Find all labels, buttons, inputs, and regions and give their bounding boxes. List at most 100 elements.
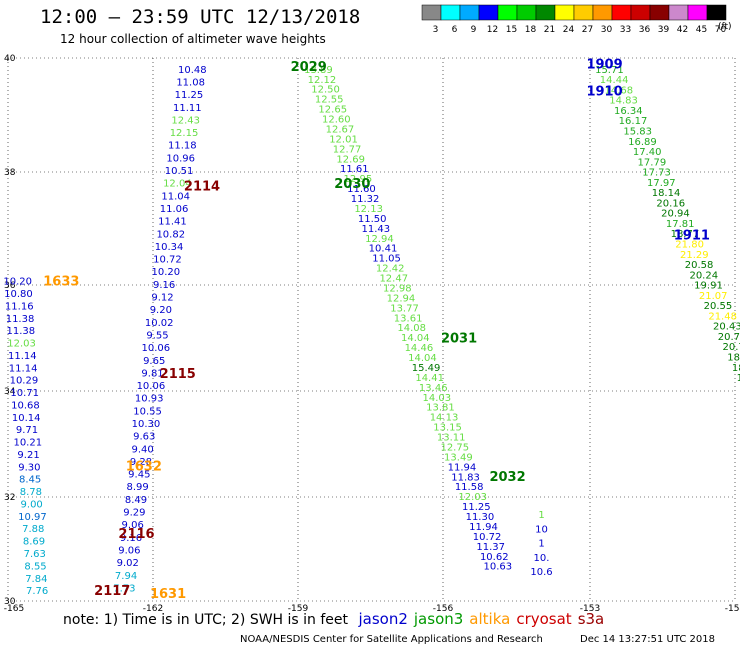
y-tick-label: 36 xyxy=(4,281,16,291)
x-tick-label: -153 xyxy=(580,604,600,614)
pass-time-label: 1911 xyxy=(674,228,710,243)
swh-value-label: 14.13 xyxy=(430,413,459,424)
swh-value-label: 11.18 xyxy=(168,141,197,152)
color-scale-swatch xyxy=(459,4,480,21)
color-scale-label: 15 xyxy=(506,25,517,35)
swh-value-label: 13.11 xyxy=(437,433,466,444)
swh-value-label: 7.76 xyxy=(26,586,48,597)
swh-value-label: 9.65 xyxy=(143,356,165,367)
pass-time-label: 1909 xyxy=(586,57,622,72)
swh-value-label: 9.12 xyxy=(151,293,173,304)
color-scale-label: 24 xyxy=(563,25,575,35)
x-tick-label: -156 xyxy=(433,604,454,614)
color-scale-swatch xyxy=(573,4,594,21)
swh-value-label: 9.16 xyxy=(120,533,142,544)
swh-value-label: 14.04 xyxy=(401,333,430,344)
swh-value-label: 9.81 xyxy=(141,368,163,379)
swh-value-label: 13.61 xyxy=(394,313,423,324)
color-scale-swatch xyxy=(687,4,708,21)
swh-value-label: 8.99 xyxy=(127,482,149,493)
chart-subtitle: 12 hour collection of altimeter wave hei… xyxy=(60,32,326,46)
satellite-legend-cryosat: cryosat xyxy=(516,610,572,628)
swh-value-label: 9.06 xyxy=(118,545,140,556)
swh-value-label: 10.62 xyxy=(480,552,509,563)
swh-value-label: 11.25 xyxy=(462,502,491,513)
y-tick-label: 38 xyxy=(4,168,16,178)
swh-value-label: 21.07 xyxy=(699,291,728,302)
color-scale-swatch xyxy=(554,4,575,21)
swh-value-label: 20.94 xyxy=(661,209,690,220)
chart-title: 12:00 – 23:59 UTC 12/13/2018 xyxy=(40,6,361,28)
color-scale-swatch xyxy=(497,4,518,21)
swh-value-label: 10.06 xyxy=(137,381,166,392)
y-tick-label: 30 xyxy=(4,597,16,607)
color-scale-swatch xyxy=(516,4,537,21)
swh-value-label: 11.61 xyxy=(340,164,369,175)
swh-value-label: 21.29 xyxy=(680,250,709,261)
swh-value-label: 7.63 xyxy=(24,549,46,560)
swh-value-label: 11.16 xyxy=(5,301,34,312)
swh-value-label: 10 xyxy=(535,524,548,535)
pass-time-label: 2030 xyxy=(334,177,370,192)
swh-value-label: 11.14 xyxy=(9,363,38,374)
satellite-legend-jason3: jason3 xyxy=(413,610,464,628)
swh-value-label: 17.79 xyxy=(638,157,667,168)
swh-value-label: 11.14 xyxy=(8,351,37,362)
pass-time-label: 1633 xyxy=(43,275,79,290)
color-scale-label: 36 xyxy=(639,25,651,35)
swh-value-label: 9.40 xyxy=(131,444,153,455)
swh-value-label: 11.30 xyxy=(466,512,495,523)
pass-time-label: 2115 xyxy=(160,367,196,382)
y-tick-label: 34 xyxy=(4,387,16,397)
swh-value-label: 10.72 xyxy=(473,532,502,543)
swh-value-label: 20.16 xyxy=(656,198,685,209)
swh-value-label: 10.48 xyxy=(178,65,207,76)
swh-value-label: 9.16 xyxy=(153,280,175,291)
swh-value-label: 9.20 xyxy=(150,305,172,316)
swh-value-label: 12.13 xyxy=(354,204,383,215)
swh-value-label: 11.11 xyxy=(173,103,202,114)
color-scale-swatch xyxy=(630,4,651,21)
swh-value-label: 9.30 xyxy=(18,462,40,473)
swh-value-label: 20.79 xyxy=(718,332,740,343)
swh-value-label: 21.48 xyxy=(708,311,737,322)
swh-value-label: 13.89 xyxy=(304,65,333,76)
swh-value-label: 11.94 xyxy=(469,522,498,533)
footer-note: note: 1) Time is in UTC; 2) SWH is in fe… xyxy=(63,612,349,628)
swh-value-label: 10.93 xyxy=(135,394,164,405)
pass-time-label: 2116 xyxy=(118,527,154,542)
swh-value-label: 1 xyxy=(538,510,544,521)
satellite-legend-altika: altika xyxy=(469,610,511,628)
color-scale-label: 12 xyxy=(487,25,498,35)
swh-value-label: 9.55 xyxy=(146,330,168,341)
swh-value-label: 10.68 xyxy=(11,400,40,411)
swh-value-label: 12.75 xyxy=(440,442,469,453)
swh-value-label: 11.32 xyxy=(351,194,380,205)
swh-value-label: 14.44 xyxy=(600,75,629,86)
swh-value-label: 12.65 xyxy=(318,105,347,116)
color-scale-swatch xyxy=(706,4,727,21)
swh-value-label: 13.15 xyxy=(433,423,462,434)
swh-value-label: 9.21 xyxy=(17,450,39,461)
swh-value-label: 7.94 xyxy=(115,571,137,582)
swh-value-label: 18.75 xyxy=(727,353,740,364)
swh-value-label: 11.83 xyxy=(451,472,480,483)
swh-value-label: 10.82 xyxy=(156,229,185,240)
swh-value-label: 15.83 xyxy=(623,126,652,137)
color-scale-swatch xyxy=(535,4,556,21)
swh-value-label: 12.03 xyxy=(7,339,36,350)
swh-value-label: 11.04 xyxy=(161,191,190,202)
color-scale-swatch xyxy=(478,4,499,21)
swh-value-label: 8.78 xyxy=(20,487,42,498)
swh-value-label: 10.29 xyxy=(10,376,39,387)
swh-value-label: 12.94 xyxy=(387,293,416,304)
swh-value-label: 10.72 xyxy=(153,255,182,266)
swh-value-label: 10. xyxy=(534,553,550,564)
swh-value-label: 11.58 xyxy=(455,482,484,493)
swh-value-label: 16.89 xyxy=(628,137,657,148)
swh-value-label: 12.03 xyxy=(458,492,487,503)
swh-value-label: 12.94 xyxy=(365,234,394,245)
swh-value-label: 10.51 xyxy=(165,166,194,177)
swh-value-label: 14.03 xyxy=(423,393,452,404)
